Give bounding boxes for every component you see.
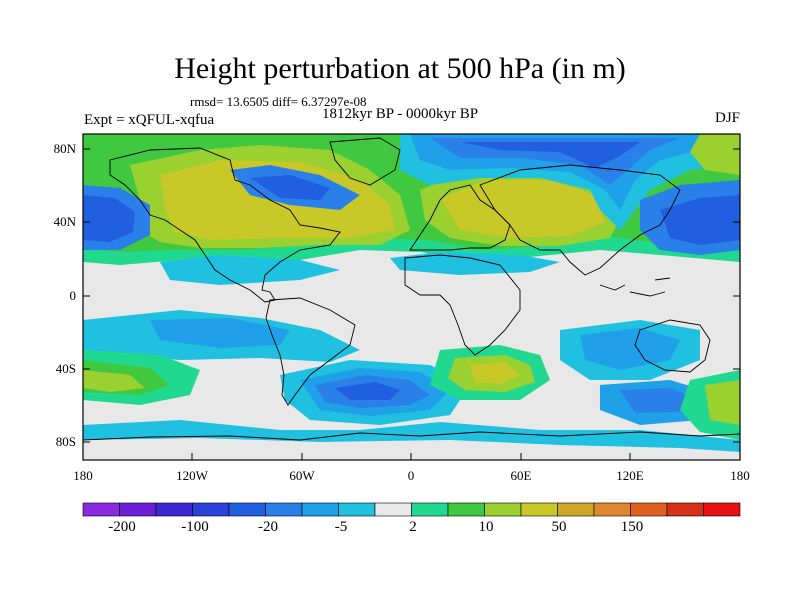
y-tick-label: 80S	[55, 434, 76, 449]
colorbar-swatch	[82, 502, 120, 517]
colorbar-swatch	[557, 502, 595, 517]
colorbar-swatch	[484, 502, 522, 517]
x-tick-label: 0	[407, 468, 415, 483]
colorbar-swatch	[228, 502, 266, 517]
colorbar-swatch	[447, 502, 485, 517]
coastlines	[83, 137, 740, 441]
y-tick-label: 40N	[53, 214, 76, 229]
y-tick-label: 40S	[55, 361, 76, 376]
colorbar-swatch	[265, 502, 303, 517]
chart-title: Height perturbation at 500 hPa (in m)	[174, 52, 626, 85]
x-tick-label: 60E	[510, 468, 532, 483]
y-tick-label: 0	[69, 288, 77, 303]
season-label: DJF	[714, 110, 740, 126]
colorbar	[82, 502, 741, 517]
colorbar-swatch	[520, 502, 558, 517]
stats-label: rmsd= 13.6505 diff= 6.37297e-08	[190, 94, 367, 109]
colorbar-swatch	[630, 502, 668, 517]
colorbar-swatch	[155, 502, 193, 517]
axis-ticks	[82, 148, 741, 460]
colorbar-label: -200	[108, 519, 136, 535]
colorbar-swatch	[411, 502, 449, 517]
colorbar-label: -5	[334, 519, 348, 535]
colorbar-label: 2	[409, 519, 417, 535]
colorbar-swatch	[703, 502, 741, 517]
colorbar-swatch	[593, 502, 631, 517]
x-tick-label: 180	[73, 468, 93, 483]
colorbar-label: 50	[551, 519, 567, 535]
x-tick-label: 60W	[289, 468, 315, 483]
experiment-label: Expt = xQFUL-xqfua	[84, 112, 215, 128]
x-tick-label: 180	[730, 468, 750, 483]
period-label: 1812kyr BP - 0000kyr BP	[322, 106, 479, 122]
colorbar-label: -100	[181, 519, 209, 535]
colorbar-swatch	[192, 502, 230, 517]
colorbar-label: -20	[258, 519, 278, 535]
colorbar-label: 10	[478, 519, 494, 535]
colorbar-swatch	[119, 502, 157, 517]
x-tick-label: 120E	[616, 468, 644, 483]
height-perturbation-field	[83, 134, 740, 460]
colorbar-label: 150	[620, 519, 644, 535]
y-tick-label: 80N	[53, 141, 76, 156]
colorbar-swatch	[338, 502, 376, 517]
x-tick-label: 120W	[176, 468, 208, 483]
colorbar-swatch	[666, 502, 704, 517]
colorbar-swatch	[301, 502, 339, 517]
colorbar-swatch	[374, 502, 412, 517]
